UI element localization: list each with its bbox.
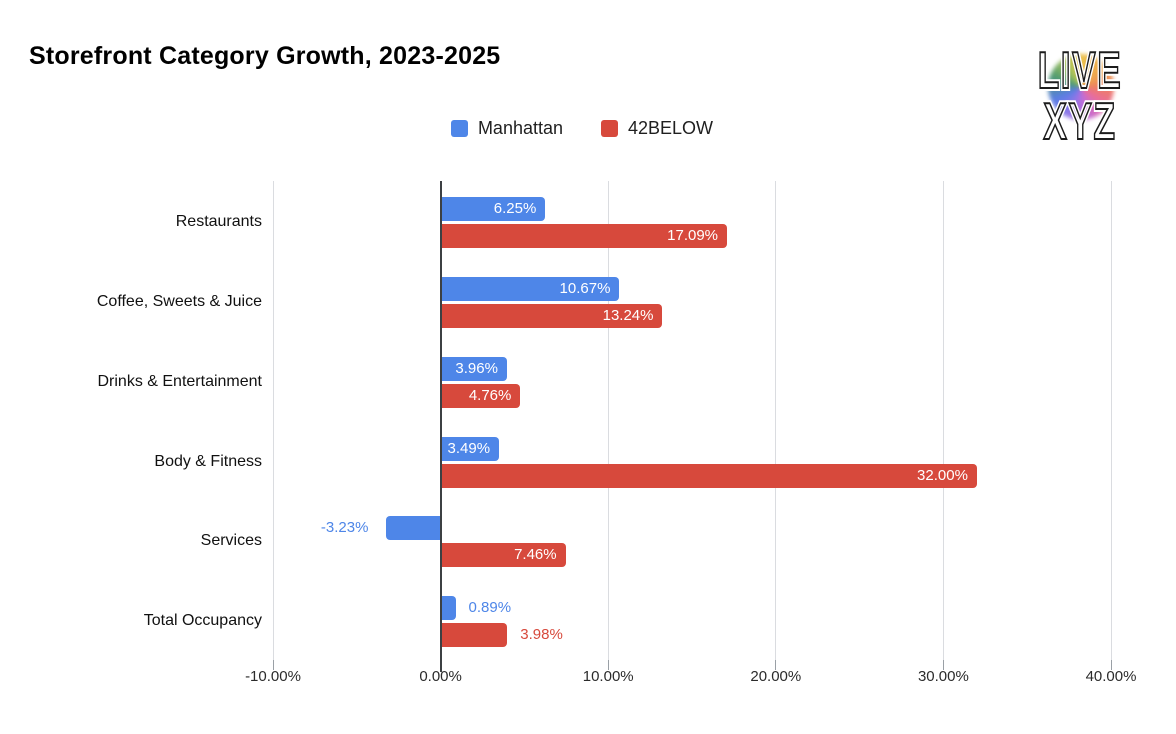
x-axis-tick-label: 0.00% xyxy=(419,668,462,685)
logo-text: LIVE LIVE XYZ XYZ xyxy=(1035,40,1123,153)
gridline xyxy=(272,181,274,660)
legend-swatch-icon xyxy=(450,119,468,137)
bar-value-label: 32.00% xyxy=(917,466,968,484)
logo-text-halo: LIVE xyxy=(1038,42,1123,99)
legend: Manhattan 42BELOW xyxy=(0,116,1170,140)
logo-gradient-circle-icon xyxy=(1048,54,1114,120)
legend-swatch-icon xyxy=(601,119,618,137)
x-axis-tick-label: 40.00% xyxy=(1085,668,1137,685)
gridline xyxy=(942,181,944,660)
bar-value-label: -3.23% xyxy=(320,519,369,537)
legend-label: Manhattan xyxy=(477,117,563,138)
axis-tick xyxy=(1110,660,1112,670)
bar-manhattan xyxy=(440,356,507,381)
livexyz-logo: LIVE LIVE XYZ XYZ xyxy=(1016,18,1166,158)
bar-42below xyxy=(440,463,977,488)
legend-item-42below: 42BELOW xyxy=(601,118,713,139)
bar-value-label: 7.46% xyxy=(514,546,557,564)
category-label: Total Occupancy xyxy=(143,612,262,630)
bar-42below xyxy=(440,623,508,648)
logo-text-halo: XYZ xyxy=(1043,93,1116,150)
chart-title: Storefront Category Growth, 2023-2025 xyxy=(29,42,501,70)
bar-value-label: 10.67% xyxy=(559,279,611,297)
category-label: Body & Fitness xyxy=(154,452,262,470)
logo-word-live: LIVE xyxy=(1038,42,1123,99)
gridline xyxy=(775,181,777,660)
bar-42below xyxy=(440,303,663,328)
legend-item-manhattan: Manhattan xyxy=(450,117,563,139)
bar-manhattan xyxy=(386,516,441,541)
bar-value-label: 0.89% xyxy=(468,599,512,617)
logo-word-xyz: XYZ xyxy=(1043,93,1116,150)
bar-42below xyxy=(440,224,728,248)
axis-tick xyxy=(775,660,777,670)
category-label: Restaurants xyxy=(175,213,262,230)
bar-value-label: 4.76% xyxy=(468,386,512,404)
bar-manhattan xyxy=(440,596,456,621)
bar-manhattan xyxy=(440,276,620,301)
bar-value-label: 17.09% xyxy=(667,227,719,244)
zero-axis-line xyxy=(439,181,442,672)
bar-value-label: 3.49% xyxy=(447,439,491,457)
legend-label: 42BELOW xyxy=(628,117,714,138)
x-axis-tick-label: 10.00% xyxy=(582,668,634,685)
x-axis-tick-label: -10.00% xyxy=(245,668,301,685)
bar-value-label: 13.24% xyxy=(602,306,654,324)
bar-42below xyxy=(440,383,521,408)
axis-tick xyxy=(607,660,609,670)
axis-tick xyxy=(942,660,944,670)
bar-value-label: 3.96% xyxy=(455,359,498,377)
bar-manhattan xyxy=(440,436,500,461)
category-label: Drinks & Entertainment xyxy=(97,372,262,390)
bar-42below xyxy=(440,543,566,568)
gridline xyxy=(1110,181,1112,660)
axis-tick xyxy=(272,660,274,670)
bar-value-label: 6.25% xyxy=(493,200,537,217)
x-axis-tick-label: 20.00% xyxy=(750,668,802,685)
category-label: Coffee, Sweets & Juice xyxy=(96,292,262,310)
category-label: Services xyxy=(200,532,262,550)
gridline xyxy=(607,181,609,660)
bar-value-label: 3.98% xyxy=(520,626,563,644)
x-axis-tick-label: 30.00% xyxy=(917,668,969,685)
bar-manhattan xyxy=(440,197,546,221)
